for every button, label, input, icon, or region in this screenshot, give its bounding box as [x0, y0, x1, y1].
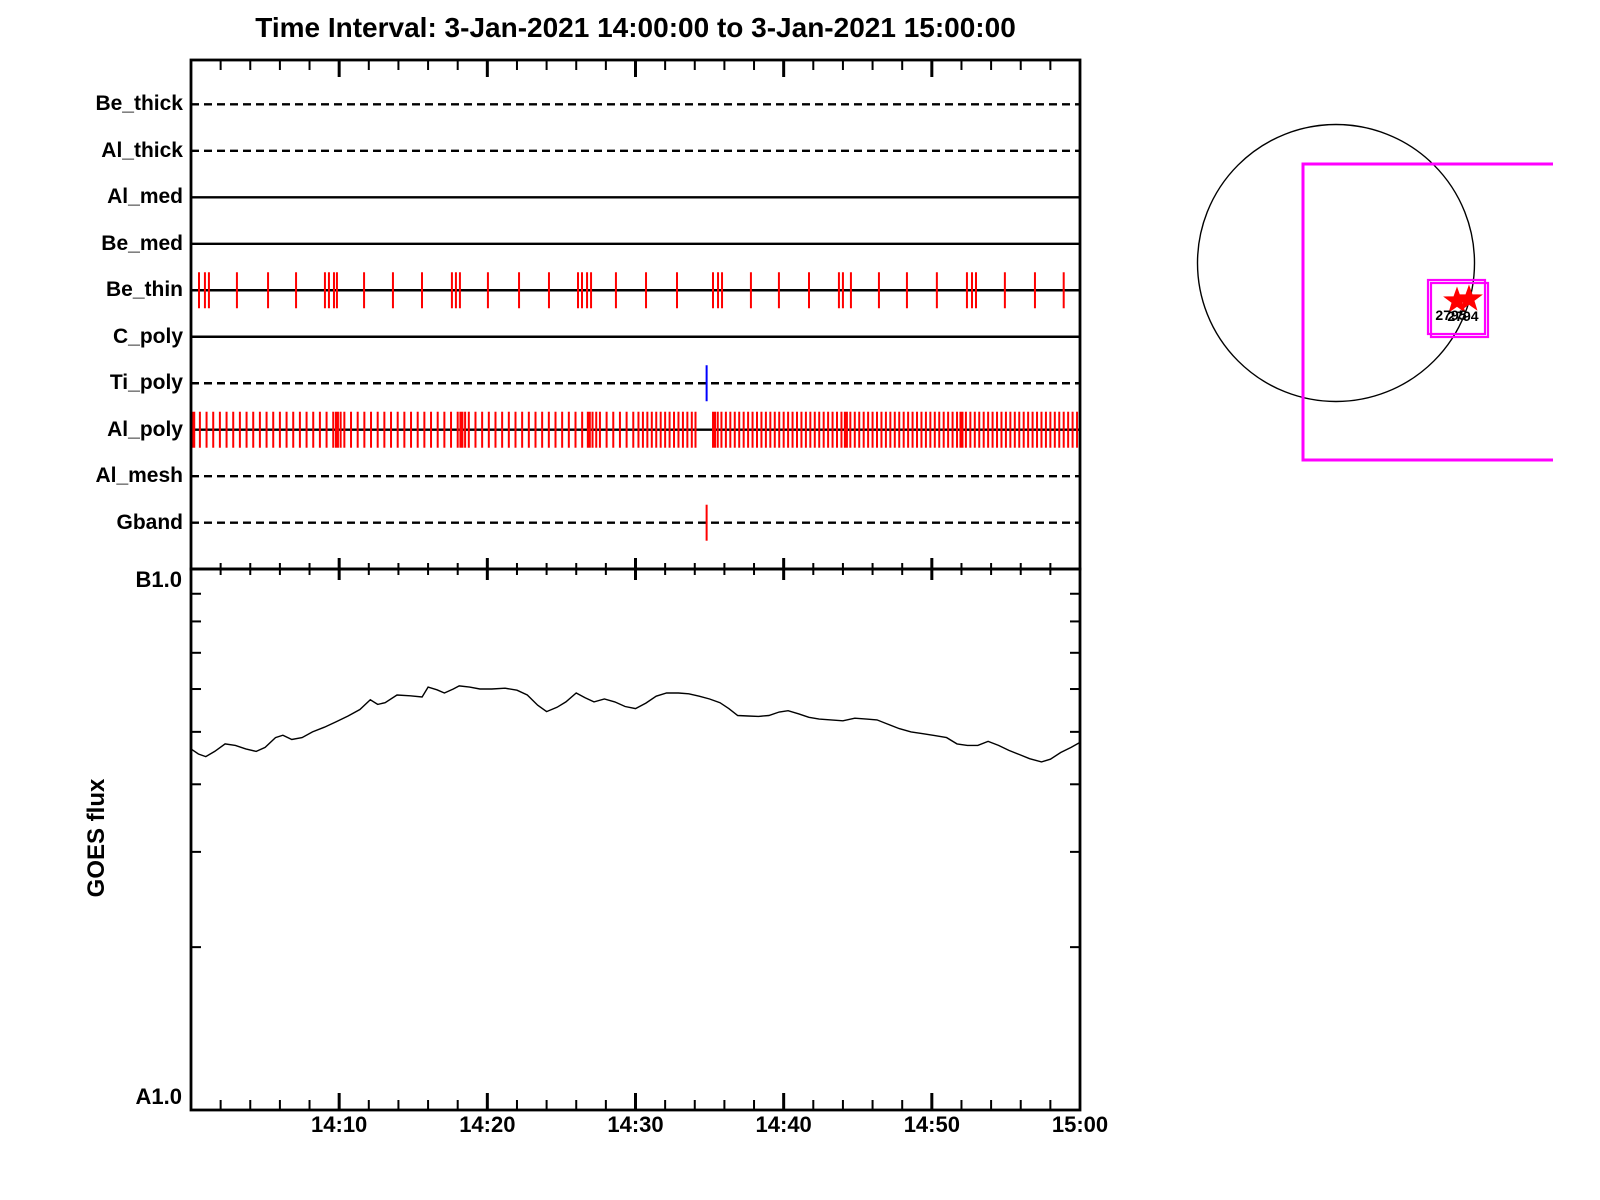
flare-marker-label: 2795	[1435, 307, 1467, 323]
filter-label-C_poly: C_poly	[112, 324, 183, 348]
solar-limb-circle	[1196, 123, 1476, 403]
goes-panel-border	[189, 567, 1082, 1112]
figure-title: Time Interval: 3-Jan-2021 14:00:00 to 3-…	[255, 12, 1016, 43]
exposure-ticks-Be_thin	[198, 272, 1065, 309]
exposure-ticks-Al_poly	[191, 411, 1079, 448]
filter-label-Be_thin: Be_thin	[105, 278, 183, 302]
goes-axis-bottom-label: A1.0	[135, 1084, 182, 1109]
goes-axis-top-label: B1.0	[135, 567, 182, 592]
filter-label-Al_med: Al_med	[107, 185, 183, 209]
filter-label-Al_thick: Al_thick	[101, 138, 183, 162]
target-box	[1426, 278, 1487, 336]
x-tick-label-14:20: 14:20	[459, 1112, 516, 1137]
x-tick-label-14:50: 14:50	[903, 1112, 960, 1137]
filter-label-Be_med: Be_med	[101, 231, 183, 255]
goes-flux-curve	[190, 685, 1081, 763]
filter-label-Gband: Gband	[116, 510, 184, 534]
xrt-fov-outline	[1301, 162, 1553, 462]
filter-label-Be_thick: Be_thick	[95, 92, 183, 116]
goes-flux-axis-title: GOES flux	[83, 778, 110, 898]
x-tick-label-14:40: 14:40	[755, 1112, 812, 1137]
filter-label-Ti_poly: Ti_poly	[109, 371, 183, 395]
filter-label-Al_mesh: Al_mesh	[95, 464, 183, 488]
x-tick-label-14:10: 14:10	[311, 1112, 368, 1137]
target-box	[1429, 281, 1490, 339]
filter-label-Al_poly: Al_poly	[107, 417, 183, 441]
filter-panel-border	[189, 58, 1082, 571]
x-tick-label-15:00: 15:00	[1051, 1112, 1109, 1137]
flare-marker-label: 2794	[1447, 308, 1479, 324]
flare-star-icon	[1455, 284, 1483, 311]
x-tick-label-14:30: 14:30	[607, 1112, 664, 1137]
